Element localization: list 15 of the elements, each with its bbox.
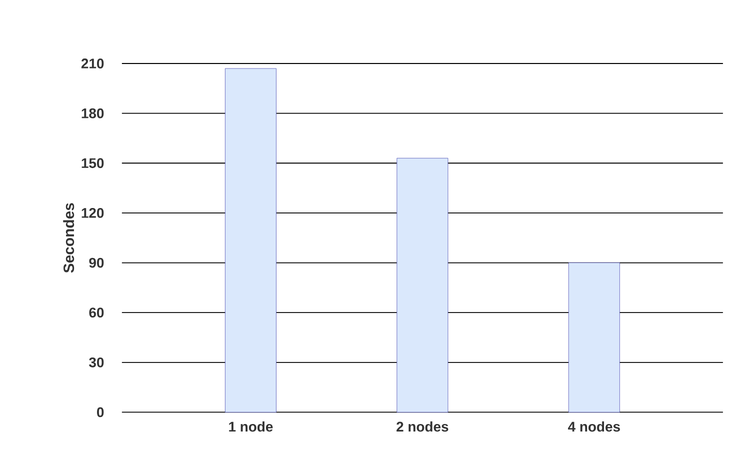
x-tick-label: 4 nodes	[568, 421, 620, 432]
y-tick-label: 60	[89, 308, 104, 318]
y-axis-title: Secondes	[63, 203, 74, 273]
y-tick-label: 150	[82, 158, 104, 168]
bar	[396, 158, 448, 412]
bar	[224, 68, 276, 412]
bar	[568, 262, 620, 412]
y-tick-label: 120	[82, 208, 104, 218]
y-tick-label: 30	[89, 357, 104, 368]
y-tick-label: 180	[82, 108, 104, 118]
y-tick-label: 210	[81, 58, 104, 68]
x-tick-label: 2 nodes	[396, 421, 448, 432]
x-tick-label: 1 node	[229, 421, 273, 432]
y-tick-label: 90	[89, 258, 104, 268]
y-tick-label: 0	[97, 407, 104, 418]
